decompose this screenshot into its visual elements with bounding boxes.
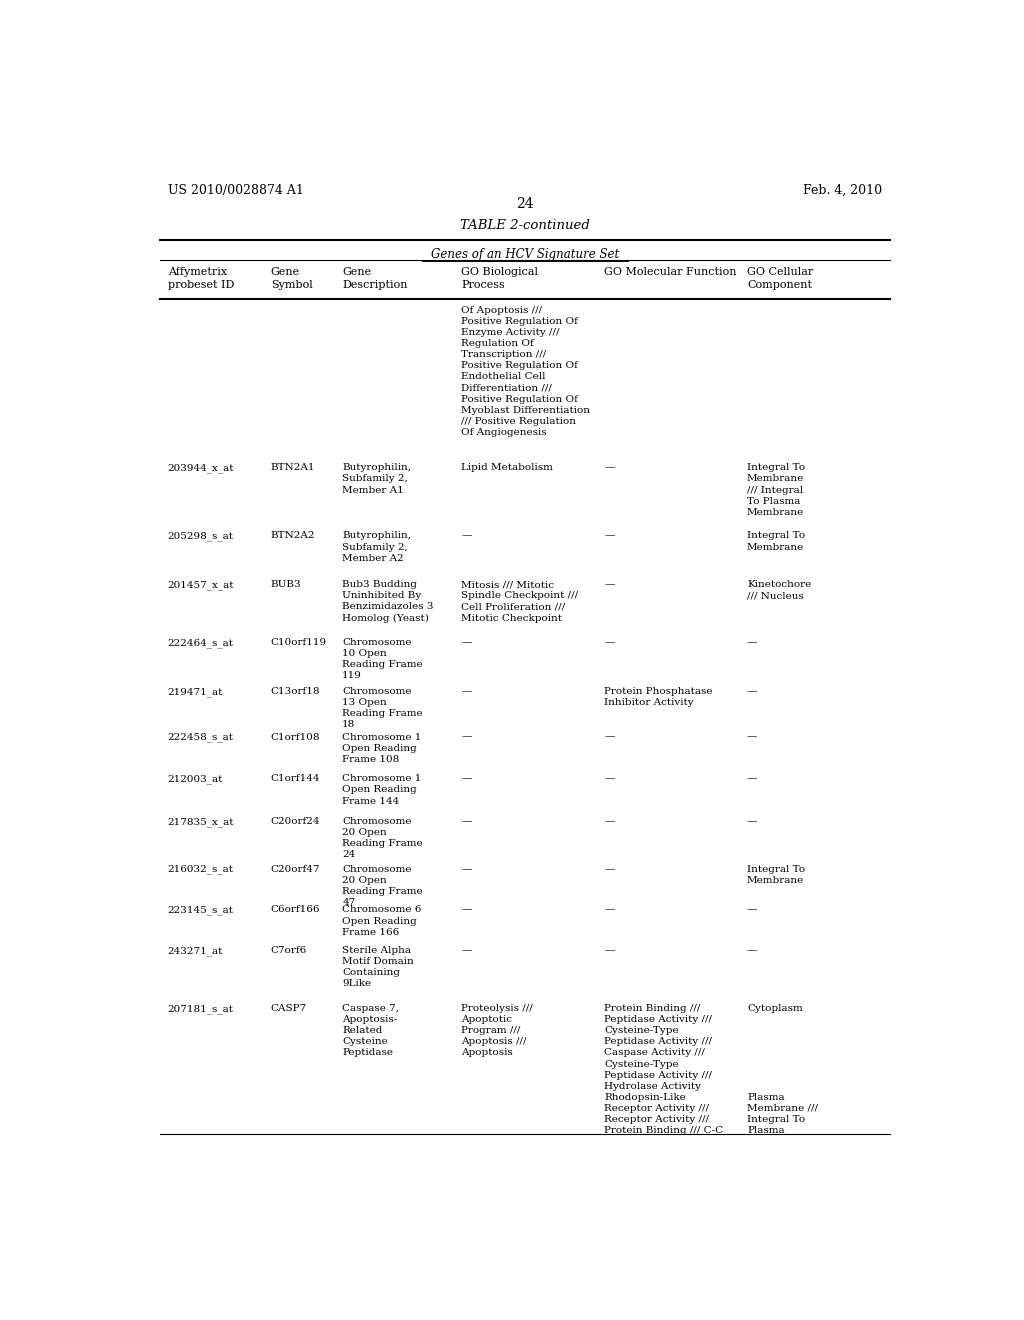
Text: Protein Binding ///
Peptidase Activity ///
Cysteine-Type
Peptidase Activity ///
: Protein Binding /// Peptidase Activity /…: [604, 1005, 723, 1135]
Text: Butyrophilin,
Subfamily 2,
Member A1: Butyrophilin, Subfamily 2, Member A1: [342, 463, 412, 495]
Text: —: —: [748, 775, 758, 783]
Text: Mitosis /// Mitotic
Spindle Checkpoint ///
Cell Proliferation ///
Mitotic Checkp: Mitosis /// Mitotic Spindle Checkpoint /…: [461, 581, 579, 623]
Text: Sterile Alpha
Motif Domain
Containing
9Like: Sterile Alpha Motif Domain Containing 9L…: [342, 946, 414, 989]
Text: —: —: [748, 733, 758, 742]
Text: Feb. 4, 2010: Feb. 4, 2010: [803, 183, 882, 197]
Text: Component: Component: [748, 280, 812, 290]
Text: probeset ID: probeset ID: [168, 280, 234, 290]
Text: —: —: [604, 463, 614, 473]
Text: Chromosome
20 Open
Reading Frame
47: Chromosome 20 Open Reading Frame 47: [342, 865, 423, 907]
Text: —: —: [461, 906, 472, 915]
Text: GO Molecular Function: GO Molecular Function: [604, 267, 736, 277]
Text: C1orf108: C1orf108: [270, 733, 321, 742]
Text: 217835_x_at: 217835_x_at: [168, 817, 234, 826]
Text: 207181_s_at: 207181_s_at: [168, 1005, 233, 1014]
Text: Proteolysis ///
Apoptotic
Program ///
Apoptosis ///
Apoptosis: Proteolysis /// Apoptotic Program /// Ap…: [461, 1005, 534, 1057]
Text: 212003_at: 212003_at: [168, 775, 223, 784]
Text: 222458_s_at: 222458_s_at: [168, 733, 233, 742]
Text: Integral To
Membrane: Integral To Membrane: [748, 865, 805, 884]
Text: Chromosome 1
Open Reading
Frame 144: Chromosome 1 Open Reading Frame 144: [342, 775, 422, 805]
Text: BTN2A2: BTN2A2: [270, 532, 315, 540]
Text: Chromosome 1
Open Reading
Frame 108: Chromosome 1 Open Reading Frame 108: [342, 733, 422, 764]
Text: Lipid Metabolism: Lipid Metabolism: [461, 463, 553, 473]
Text: —: —: [461, 865, 472, 874]
Text: —: —: [604, 817, 614, 826]
Text: C20orf47: C20orf47: [270, 865, 321, 874]
Text: —: —: [604, 865, 614, 874]
Text: 201457_x_at: 201457_x_at: [168, 581, 234, 590]
Text: 203944_x_at: 203944_x_at: [168, 463, 234, 473]
Text: —: —: [461, 638, 472, 647]
Text: C20orf24: C20orf24: [270, 817, 321, 826]
Text: —: —: [461, 532, 472, 540]
Text: Chromosome
10 Open
Reading Frame
119: Chromosome 10 Open Reading Frame 119: [342, 638, 423, 680]
Text: 243271_at: 243271_at: [168, 946, 223, 956]
Text: Kinetochore
/// Nucleus: Kinetochore /// Nucleus: [748, 581, 811, 601]
Text: C6orf166: C6orf166: [270, 906, 321, 915]
Text: —: —: [461, 733, 472, 742]
Text: Chromosome
20 Open
Reading Frame
24: Chromosome 20 Open Reading Frame 24: [342, 817, 423, 859]
Text: GO Cellular: GO Cellular: [748, 267, 813, 277]
Text: Of Apoptosis ///
Positive Regulation Of
Enzyme Activity ///
Regulation Of
Transc: Of Apoptosis /// Positive Regulation Of …: [461, 306, 590, 437]
Text: —: —: [604, 581, 614, 589]
Text: —: —: [748, 686, 758, 696]
Text: Caspase 7,
Apoptosis-
Related
Cysteine
Peptidase: Caspase 7, Apoptosis- Related Cysteine P…: [342, 1005, 399, 1057]
Text: Integral To
Membrane
/// Integral
To Plasma
Membrane: Integral To Membrane /// Integral To Pla…: [748, 463, 805, 516]
Text: CASP7: CASP7: [270, 1005, 307, 1012]
Text: —: —: [748, 946, 758, 956]
Text: —: —: [461, 686, 472, 696]
Text: Bub3 Budding
Uninhibited By
Benzimidazoles 3
Homolog (Yeast): Bub3 Budding Uninhibited By Benzimidazol…: [342, 581, 434, 623]
Text: —: —: [604, 532, 614, 540]
Text: Affymetrix: Affymetrix: [168, 267, 226, 277]
Text: C10orf119: C10orf119: [270, 638, 327, 647]
Text: C1orf144: C1orf144: [270, 775, 321, 783]
Text: —: —: [748, 906, 758, 915]
Text: 223145_s_at: 223145_s_at: [168, 906, 233, 915]
Text: Gene: Gene: [270, 267, 300, 277]
Text: Protein Phosphatase
Inhibitor Activity: Protein Phosphatase Inhibitor Activity: [604, 686, 713, 708]
Text: Butyrophilin,
Subfamily 2,
Member A2: Butyrophilin, Subfamily 2, Member A2: [342, 532, 412, 562]
Text: —: —: [748, 817, 758, 826]
Text: C7orf6: C7orf6: [270, 946, 307, 956]
Text: BTN2A1: BTN2A1: [270, 463, 315, 473]
Text: 219471_at: 219471_at: [168, 686, 223, 697]
Text: Description: Description: [342, 280, 408, 290]
Text: —: —: [461, 775, 472, 783]
Text: TABLE 2-continued: TABLE 2-continued: [460, 219, 590, 232]
Text: —: —: [604, 906, 614, 915]
Text: BUB3: BUB3: [270, 581, 301, 589]
Text: Gene: Gene: [342, 267, 372, 277]
Text: —: —: [604, 638, 614, 647]
Text: C13orf18: C13orf18: [270, 686, 321, 696]
Text: —: —: [604, 775, 614, 783]
Text: —: —: [461, 817, 472, 826]
Text: Chromosome
13 Open
Reading Frame
18: Chromosome 13 Open Reading Frame 18: [342, 686, 423, 729]
Text: US 2010/0028874 A1: US 2010/0028874 A1: [168, 183, 303, 197]
Text: 216032_s_at: 216032_s_at: [168, 865, 233, 874]
Text: GO Biological: GO Biological: [461, 267, 539, 277]
Text: 24: 24: [516, 197, 534, 211]
Text: 205298_s_at: 205298_s_at: [168, 532, 233, 541]
Text: Integral To
Membrane: Integral To Membrane: [748, 532, 805, 552]
Text: —: —: [748, 638, 758, 647]
Text: Symbol: Symbol: [270, 280, 312, 290]
Text: Chromosome 6
Open Reading
Frame 166: Chromosome 6 Open Reading Frame 166: [342, 906, 422, 937]
Text: —: —: [604, 733, 614, 742]
Text: —: —: [461, 946, 472, 956]
Text: Process: Process: [461, 280, 505, 290]
Text: 222464_s_at: 222464_s_at: [168, 638, 233, 648]
Text: —: —: [604, 946, 614, 956]
Text: Cytoplasm







Plasma
Membrane ///
Integral To
Plasma: Cytoplasm Plasma Membrane /// Integral T…: [748, 1005, 818, 1135]
Text: Genes of an HCV Signature Set: Genes of an HCV Signature Set: [431, 248, 618, 261]
